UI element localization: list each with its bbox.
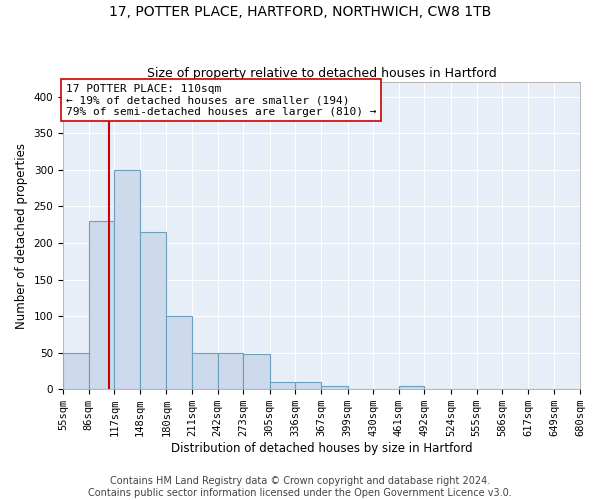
- Y-axis label: Number of detached properties: Number of detached properties: [15, 142, 28, 328]
- Bar: [115, 170, 140, 389]
- Text: Contains HM Land Registry data © Crown copyright and database right 2024.
Contai: Contains HM Land Registry data © Crown c…: [88, 476, 512, 498]
- X-axis label: Distribution of detached houses by size in Hartford: Distribution of detached houses by size …: [171, 442, 472, 455]
- Bar: [166, 316, 192, 389]
- Bar: [244, 354, 270, 389]
- Title: Size of property relative to detached houses in Hartford: Size of property relative to detached ho…: [146, 66, 496, 80]
- Bar: [321, 386, 347, 389]
- Text: 17 POTTER PLACE: 110sqm
← 19% of detached houses are smaller (194)
79% of semi-d: 17 POTTER PLACE: 110sqm ← 19% of detache…: [65, 84, 376, 117]
- Bar: [140, 232, 166, 389]
- Bar: [192, 352, 218, 389]
- Bar: [218, 352, 244, 389]
- Bar: [270, 382, 295, 389]
- Bar: [63, 352, 89, 389]
- Bar: [295, 382, 321, 389]
- Bar: [89, 221, 115, 389]
- Bar: [399, 386, 424, 389]
- Text: 17, POTTER PLACE, HARTFORD, NORTHWICH, CW8 1TB: 17, POTTER PLACE, HARTFORD, NORTHWICH, C…: [109, 5, 491, 19]
